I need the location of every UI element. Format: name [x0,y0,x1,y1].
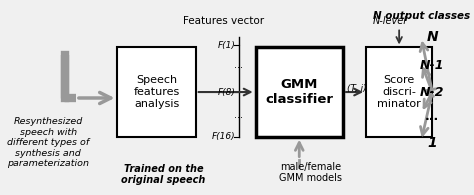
Text: F(8): F(8) [218,88,235,97]
Text: F(1): F(1) [218,41,235,50]
Text: N output classes: N output classes [373,11,470,21]
Text: N-2: N-2 [420,86,445,98]
Text: Resynthesized
speech with
different types of
synthesis and
parameterization: Resynthesized speech with different type… [7,117,90,168]
Text: male/female
GMM models: male/female GMM models [279,162,342,183]
Bar [366,47,432,137]
Text: GMM
classifier: GMM classifier [265,78,333,106]
Text: Speech
features
analysis: Speech features analysis [133,75,180,109]
Bar [118,47,196,137]
Text: Trained on the
original speech: Trained on the original speech [121,164,206,185]
Text: ...: ... [235,110,244,120]
Text: Score
discri-
minator: Score discri- minator [377,75,421,109]
Text: 1: 1 [428,136,437,150]
Text: ...: ... [425,110,439,123]
Bar [255,47,343,137]
Text: N: N [427,30,438,44]
Text: (T, i): (T, i) [346,84,366,93]
Text: N-1: N-1 [420,59,445,72]
Text: N-level: N-level [373,16,407,26]
Text: Features vector: Features vector [183,16,264,26]
Text: F(16): F(16) [212,132,235,141]
Text: ...: ... [235,60,244,70]
